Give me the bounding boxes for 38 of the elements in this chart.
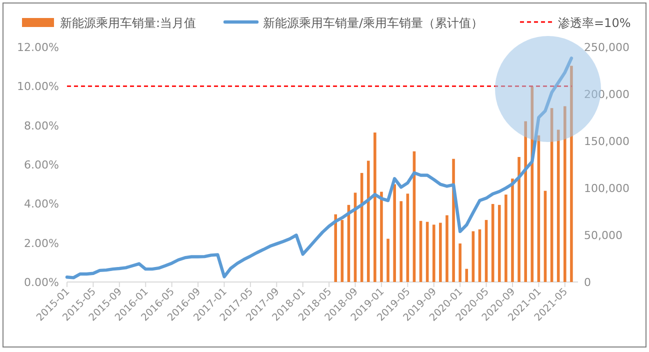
bar <box>374 132 376 282</box>
y2-tick-label: 0 <box>584 276 591 289</box>
legend-label: 新能源乘用车销量/乘用车销量（累计值） <box>263 16 484 30</box>
y-tick-label: 10.00% <box>17 80 59 94</box>
bar <box>511 178 514 282</box>
bar <box>530 86 534 282</box>
y2-tick-label: 150,000 <box>584 135 630 148</box>
bar <box>386 238 390 282</box>
y2-tick-label: 200,000 <box>584 88 630 101</box>
y2-tick-label: 250,000 <box>584 41 630 54</box>
line-series <box>65 56 574 280</box>
bar <box>366 160 370 282</box>
bar <box>439 222 442 282</box>
y2-tick-label: 100,000 <box>584 182 630 195</box>
bar <box>524 121 527 282</box>
bar <box>400 201 403 282</box>
y-tick-label: 2.00% <box>24 236 59 250</box>
bar <box>465 268 468 282</box>
legend-label: 新能源乘用车销量:当月值 <box>60 16 196 30</box>
bar <box>518 156 520 282</box>
y-tick-label: 12.00% <box>17 41 59 54</box>
y-tick-label: 0.00% <box>24 276 59 289</box>
bar <box>432 224 436 282</box>
bar <box>393 184 396 282</box>
y-tick-label: 8.00% <box>24 119 59 132</box>
y-tick-label: 4.00% <box>24 198 59 211</box>
y2-tick-label: 50,000 <box>584 229 622 242</box>
bar <box>570 66 573 282</box>
bar <box>504 194 508 282</box>
bar <box>334 214 338 282</box>
bar <box>563 106 566 282</box>
legend-label: 渗透率=10% <box>558 16 631 30</box>
bar <box>446 215 448 282</box>
bar <box>498 204 501 282</box>
bar <box>380 192 383 282</box>
bar <box>458 243 462 282</box>
y-tick-label: 6.00% <box>24 158 59 172</box>
bar <box>472 231 475 282</box>
